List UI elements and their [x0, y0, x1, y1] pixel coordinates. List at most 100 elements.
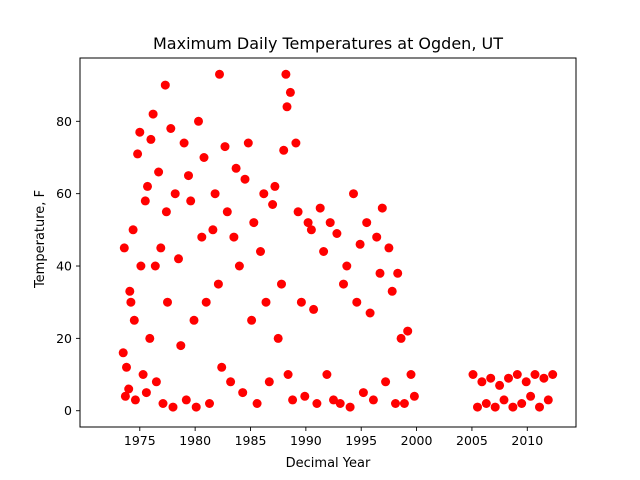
data-point [508, 402, 518, 412]
x-tick-label: 2005 [456, 433, 488, 448]
y-axis-ticks: 0 20 40 60 80 [56, 114, 80, 418]
data-point [176, 341, 186, 351]
data-point [125, 286, 135, 296]
data-point [158, 399, 168, 408]
data-point [375, 268, 385, 278]
data-point [352, 297, 362, 307]
data-point [387, 286, 397, 296]
data-point [229, 232, 239, 242]
data-point [143, 181, 152, 191]
y-tick-label: 60 [56, 186, 72, 201]
data-point [249, 218, 259, 228]
data-point [349, 189, 358, 199]
data-point [339, 279, 348, 289]
data-point [283, 370, 293, 379]
data-point [243, 138, 253, 148]
data-point [279, 145, 289, 155]
x-tick-label: 1985 [235, 433, 267, 448]
data-point [130, 395, 140, 405]
data-point [150, 261, 160, 271]
data-point [504, 373, 513, 383]
data-point [368, 395, 378, 405]
data-point [381, 377, 391, 387]
data-point [154, 167, 164, 177]
x-tick-label: 1995 [345, 433, 377, 448]
data-point [215, 69, 224, 79]
x-tick-label: 2000 [401, 433, 433, 448]
data-point [543, 395, 553, 405]
data-point [358, 388, 368, 398]
data-point [222, 207, 232, 217]
x-tick-label: 2010 [511, 433, 543, 448]
y-tick-label: 20 [56, 331, 72, 346]
data-point [309, 304, 319, 314]
data-point [325, 218, 335, 228]
data-point [238, 388, 248, 398]
data-point [322, 370, 332, 379]
data-point [335, 399, 345, 408]
data-point [259, 189, 269, 199]
data-point [312, 399, 322, 408]
data-point [296, 297, 306, 307]
data-point [191, 402, 201, 412]
data-point [473, 402, 482, 412]
data-point [197, 232, 207, 242]
data-point [399, 399, 409, 408]
data-point [273, 333, 283, 343]
data-point [133, 149, 143, 159]
data-points [118, 69, 558, 412]
data-point [234, 261, 244, 271]
data-point [138, 370, 148, 379]
data-point [220, 142, 230, 152]
data-point [160, 80, 170, 90]
data-point [495, 380, 505, 390]
data-point [208, 225, 218, 235]
data-point [377, 203, 387, 213]
data-point [210, 189, 220, 199]
data-point [181, 395, 191, 405]
data-point [270, 181, 280, 191]
data-point [285, 87, 295, 97]
data-point [194, 116, 203, 126]
data-point [477, 377, 487, 387]
data-point [319, 247, 329, 256]
data-point [205, 399, 214, 408]
data-point [141, 388, 151, 398]
data-point [517, 399, 527, 408]
data-point [384, 243, 394, 253]
data-point [140, 196, 150, 206]
data-point [261, 297, 271, 307]
data-point [247, 315, 257, 325]
data-point [189, 315, 199, 325]
data-point [486, 373, 496, 383]
data-point [156, 243, 166, 253]
data-point [217, 362, 227, 372]
x-tick-label: 1990 [290, 433, 322, 448]
data-point [303, 218, 313, 228]
data-point [166, 124, 176, 133]
data-point [170, 189, 180, 199]
data-point [345, 402, 355, 412]
data-point [268, 200, 278, 209]
data-point [526, 391, 536, 401]
data-point [365, 308, 375, 318]
data-point [118, 348, 128, 358]
x-axis-label: Decimal Year [286, 456, 371, 471]
data-point [174, 254, 183, 264]
x-axis-ticks: 1975 1980 1985 1990 1995 2000 2005 2010 [124, 427, 543, 448]
data-point [362, 218, 372, 228]
y-tick-label: 80 [56, 114, 72, 129]
data-point [332, 229, 342, 238]
chart-title: Maximum Daily Temperatures at Ogden, UT [153, 34, 503, 53]
data-point [406, 370, 416, 379]
data-point [293, 207, 303, 217]
data-point [481, 399, 491, 408]
data-point [186, 196, 196, 206]
x-tick-label: 1980 [179, 433, 211, 448]
data-point [163, 297, 172, 307]
data-point [231, 163, 241, 173]
data-point [148, 109, 158, 119]
data-point [342, 261, 352, 271]
data-point [291, 138, 301, 148]
x-tick-label: 1975 [124, 433, 156, 448]
